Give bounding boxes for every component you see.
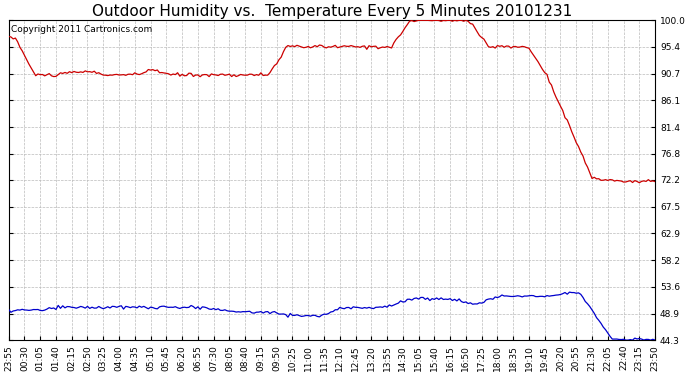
Text: Copyright 2011 Cartronics.com: Copyright 2011 Cartronics.com [10,25,152,34]
Title: Outdoor Humidity vs.  Temperature Every 5 Minutes 20101231: Outdoor Humidity vs. Temperature Every 5… [92,4,572,19]
